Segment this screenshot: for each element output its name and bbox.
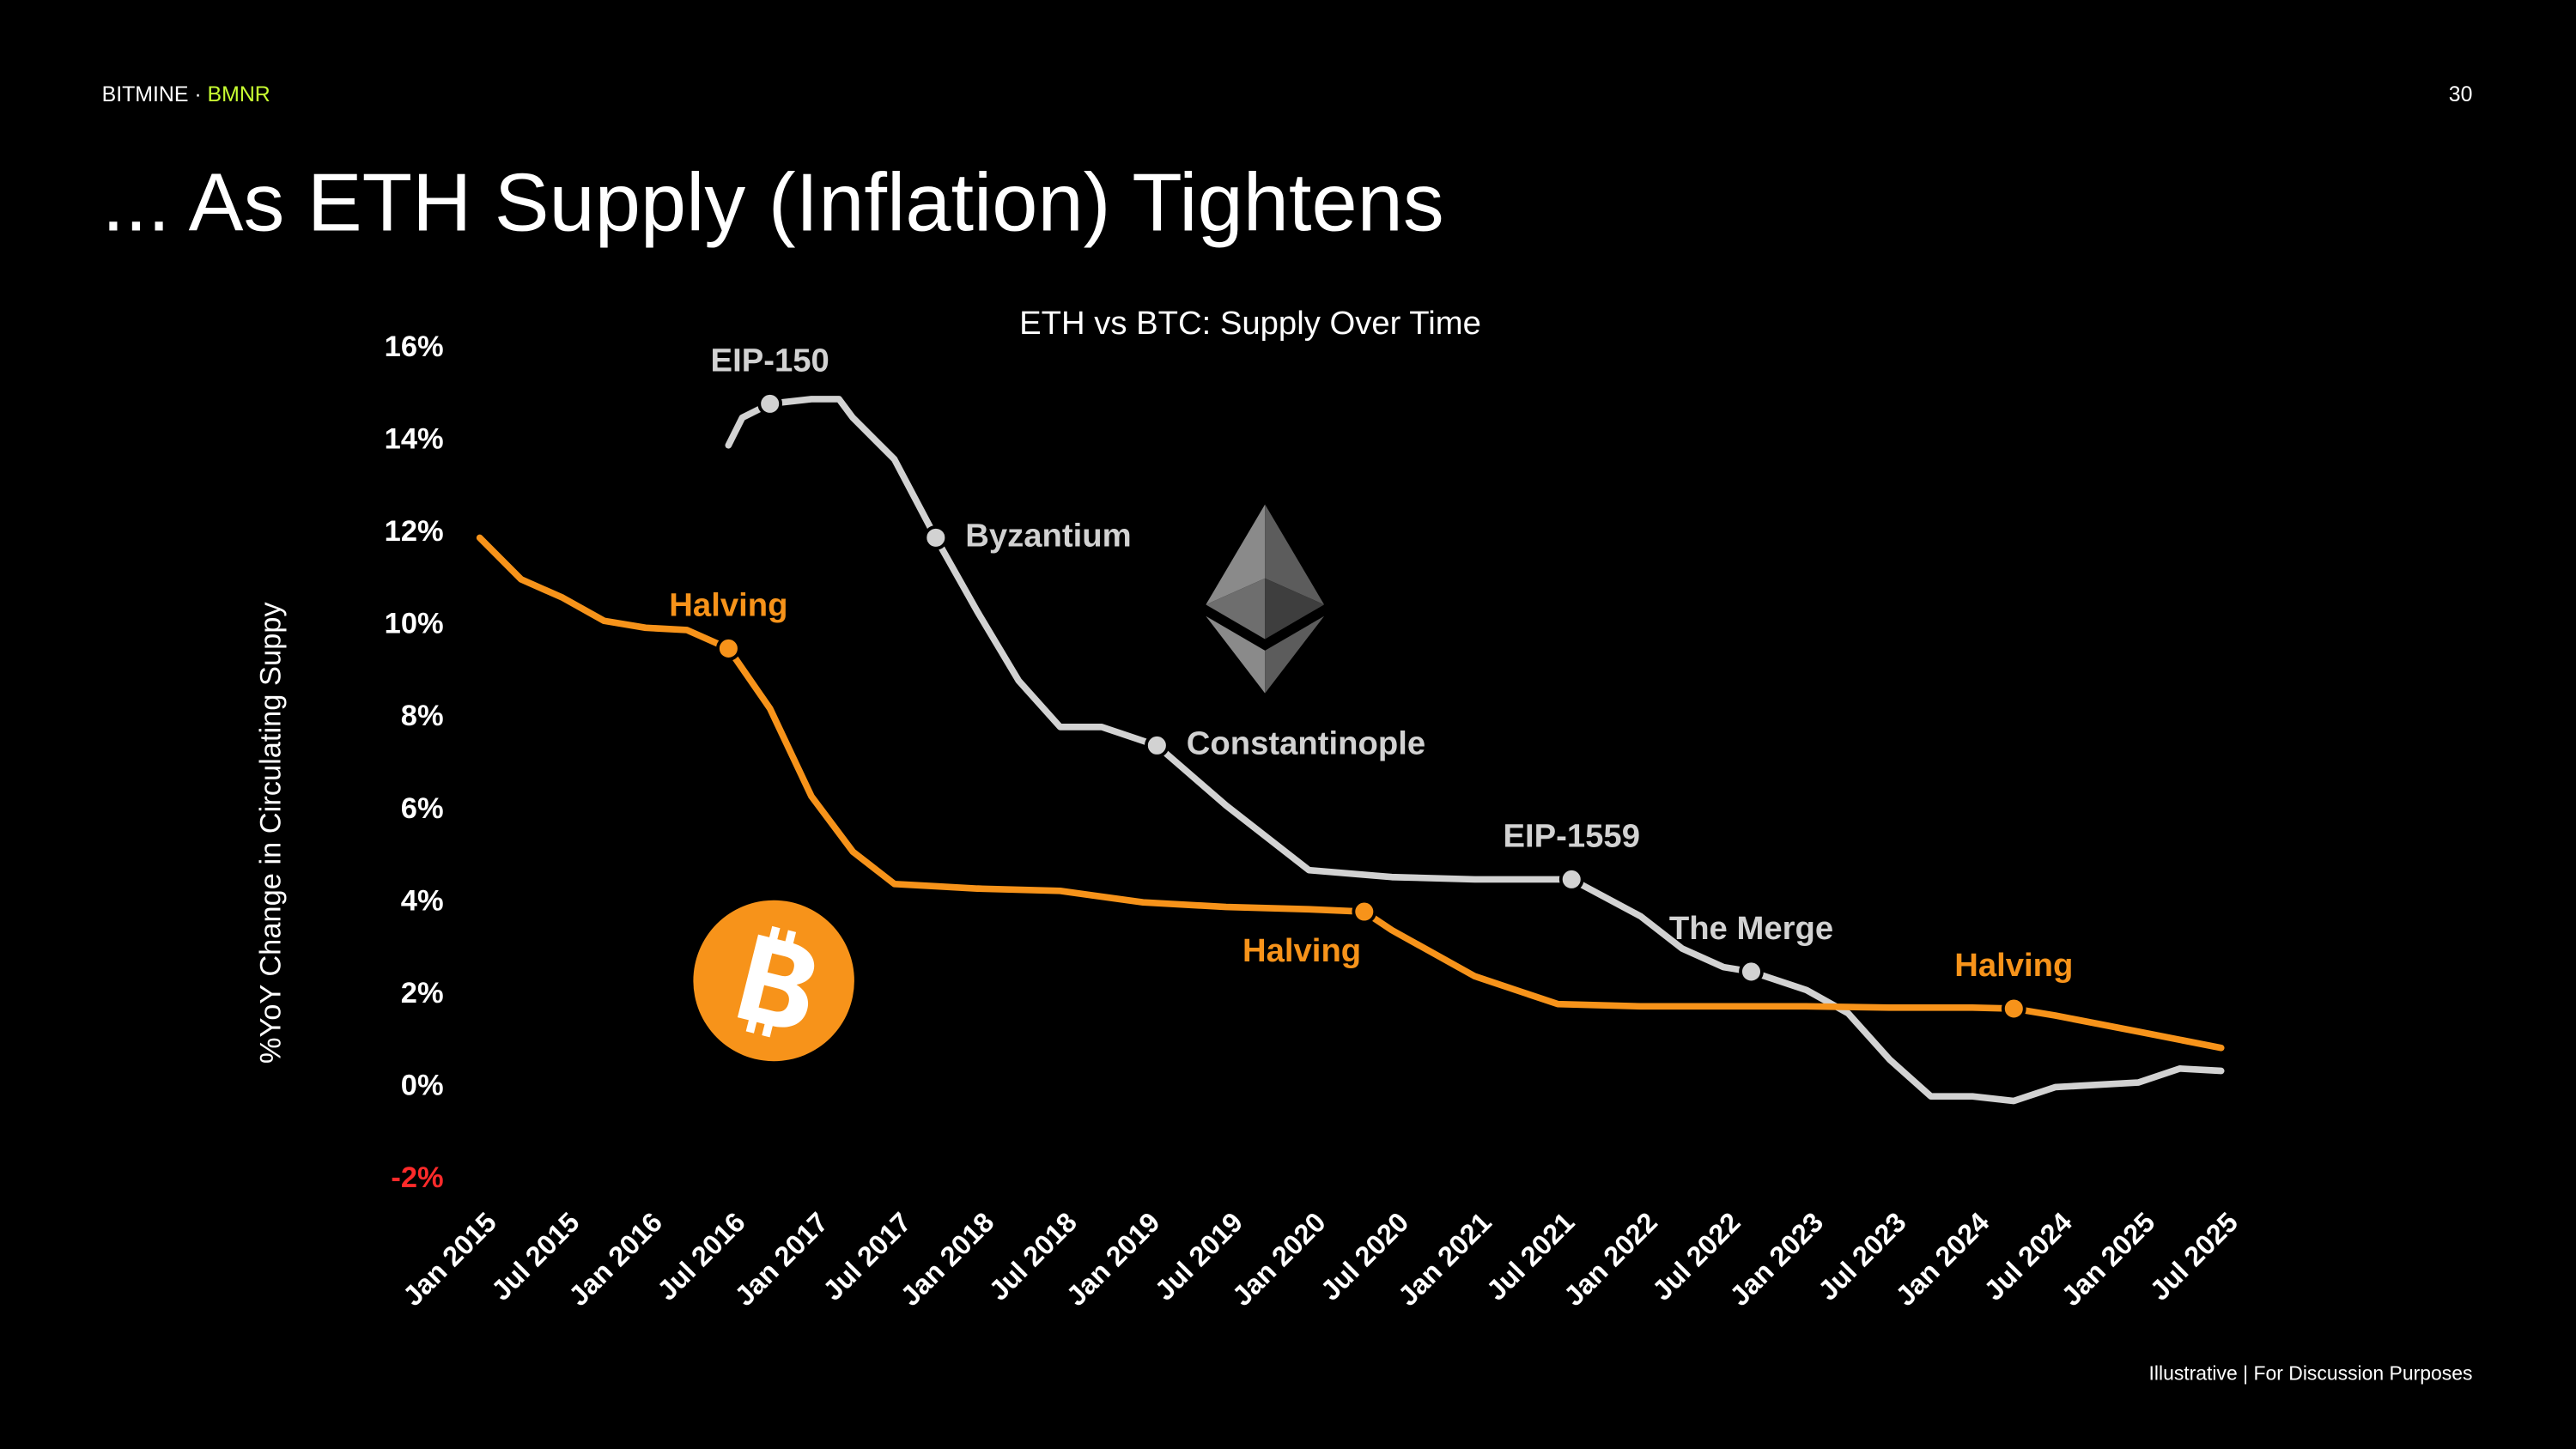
y-axis-label: %YoY Change in Circulating Suppy bbox=[255, 602, 288, 1064]
annotation-dot bbox=[1558, 867, 1584, 892]
chart-title: ETH vs BTC: Supply Over Time bbox=[1019, 305, 1481, 342]
y-tick-label: 16% bbox=[385, 330, 444, 363]
series-line bbox=[725, 396, 2225, 1105]
annotation-label: The Merge bbox=[1669, 910, 1833, 947]
btc-logo bbox=[693, 900, 854, 1062]
y-tick-label: 12% bbox=[385, 515, 444, 548]
annotation-label: EIP-150 bbox=[711, 343, 829, 379]
brand-separator: · bbox=[194, 82, 201, 106]
annotation-dot bbox=[1145, 733, 1170, 758]
annotation-label: Halving bbox=[1242, 932, 1361, 969]
y-tick-label: 6% bbox=[401, 792, 444, 825]
annotation-dot bbox=[757, 391, 783, 416]
slide-title: ... As ETH Supply (Inflation) Tightens bbox=[102, 157, 1444, 249]
y-tick-label: 8% bbox=[401, 700, 444, 732]
y-tick-label: 10% bbox=[385, 608, 444, 640]
annotation-label: Halving bbox=[1954, 947, 2073, 984]
annotation-dot bbox=[2001, 996, 2026, 1022]
annotation-dot bbox=[923, 525, 949, 550]
annotation-label: Byzantium bbox=[965, 517, 1131, 554]
ticker: BMNR bbox=[208, 82, 270, 106]
footer-purpose: For Discussion Purposes bbox=[2253, 1362, 2472, 1385]
annotation-dot bbox=[716, 636, 741, 661]
y-tick-label: 14% bbox=[385, 423, 444, 456]
footer: Illustrative | For Discussion Purposes bbox=[2149, 1362, 2473, 1385]
brand: BITMINE · BMNR bbox=[102, 82, 270, 106]
series-line bbox=[476, 534, 2225, 1052]
footer-note: Illustrative bbox=[2149, 1362, 2238, 1385]
annotation-label: Halving bbox=[669, 587, 787, 624]
annotation-dot bbox=[1352, 899, 1377, 925]
brand-name: BITMINE bbox=[102, 82, 189, 106]
y-tick-label: 4% bbox=[401, 884, 444, 917]
y-tick-label: -2% bbox=[391, 1161, 443, 1194]
page-number: 30 bbox=[2449, 82, 2473, 106]
y-tick-label: 2% bbox=[401, 977, 444, 1009]
y-tick-label: 0% bbox=[401, 1070, 444, 1102]
footer-divider: | bbox=[2243, 1362, 2248, 1385]
annotation-label: EIP-1559 bbox=[1503, 818, 1639, 855]
annotation-dot bbox=[1739, 959, 1764, 985]
annotation-label: Constantinople bbox=[1187, 725, 1425, 762]
